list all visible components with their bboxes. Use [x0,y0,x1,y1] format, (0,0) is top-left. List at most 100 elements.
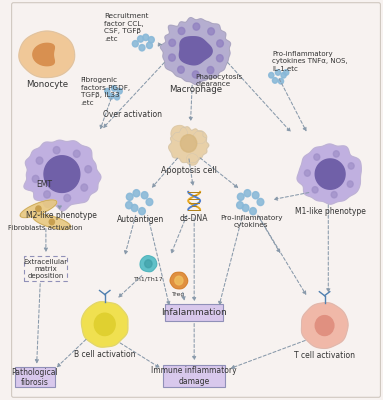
Circle shape [180,135,197,152]
Polygon shape [169,127,209,163]
Circle shape [74,150,80,157]
Circle shape [193,23,200,30]
Circle shape [143,34,149,40]
FancyBboxPatch shape [15,368,55,387]
Text: Fibrogenic
factors PGDF,
TGFβ, IL33
.etc: Fibrogenic factors PGDF, TGFβ, IL33 .etc [80,77,130,106]
Text: Th1/Th17: Th1/Th17 [134,276,163,282]
Text: Apoptosis cell: Apoptosis cell [160,166,216,175]
Circle shape [312,187,318,193]
Polygon shape [24,140,101,211]
Circle shape [333,151,339,157]
Text: ds-DNA: ds-DNA [180,214,208,223]
Text: Infalammation: Infalammation [161,308,227,317]
Circle shape [32,175,39,182]
Circle shape [348,163,354,169]
Text: Immune inflammatory
damage: Immune inflammatory damage [151,366,237,386]
Circle shape [283,70,289,75]
Text: Treg: Treg [172,292,186,298]
Circle shape [146,198,153,206]
Circle shape [237,193,244,200]
Text: EMT: EMT [36,180,52,189]
Circle shape [275,70,281,75]
Text: Extracellular
matrix
deposition: Extracellular matrix deposition [24,258,68,278]
Circle shape [269,72,274,78]
Circle shape [64,194,70,202]
Circle shape [131,204,138,212]
FancyBboxPatch shape [164,365,225,387]
Text: M1-like phenotype: M1-like phenotype [295,207,366,216]
Circle shape [105,88,110,94]
FancyBboxPatch shape [25,256,67,281]
Circle shape [217,40,223,47]
Circle shape [242,204,249,212]
Circle shape [53,146,60,154]
Polygon shape [315,159,345,189]
Circle shape [244,190,251,197]
Polygon shape [179,37,212,65]
Circle shape [126,202,132,209]
Circle shape [272,78,278,83]
Text: Pathological
fibrosis: Pathological fibrosis [12,368,59,387]
Circle shape [250,208,256,215]
Polygon shape [19,31,75,78]
Circle shape [117,88,122,94]
Circle shape [141,192,148,199]
Circle shape [146,42,152,48]
Polygon shape [297,144,361,204]
Text: Phagocytosis
clearance: Phagocytosis clearance [195,74,242,88]
Circle shape [216,55,223,62]
Text: Pro-inflammatory
cytokines TNFα, NOS,
IL-1.etc: Pro-inflammatory cytokines TNFα, NOS, IL… [272,50,348,72]
Circle shape [178,27,185,34]
Polygon shape [170,272,188,289]
Text: Recruitment
factor CCL,
CSF, TGFβ
.etc: Recruitment factor CCL, CSF, TGFβ .etc [104,14,149,42]
Text: Macrophage: Macrophage [169,85,223,94]
Circle shape [178,66,184,73]
Text: B cell activation: B cell activation [74,350,136,359]
Circle shape [137,36,144,42]
Circle shape [278,78,283,84]
Text: M2-like phenotype: M2-like phenotype [26,211,97,220]
Circle shape [347,181,353,187]
Circle shape [237,202,243,209]
Circle shape [139,44,145,51]
Circle shape [175,276,183,285]
Circle shape [36,206,41,212]
Text: Fibroblasts activation: Fibroblasts activation [8,225,82,231]
Circle shape [304,170,310,176]
Circle shape [49,219,54,225]
Polygon shape [301,303,348,348]
Circle shape [331,192,337,198]
Text: Over activation: Over activation [103,110,162,119]
Circle shape [208,28,214,35]
Circle shape [207,66,214,74]
Circle shape [111,86,117,91]
FancyBboxPatch shape [165,304,223,321]
Circle shape [192,71,199,78]
Polygon shape [33,43,54,66]
Circle shape [169,39,175,46]
Text: Pro-inflammatory
cytokines: Pro-inflammatory cytokines [220,215,282,228]
Polygon shape [140,256,157,272]
Text: T cell activation: T cell activation [294,352,355,360]
Circle shape [314,154,320,160]
Polygon shape [82,302,128,347]
Circle shape [145,260,152,268]
Circle shape [252,192,259,199]
Polygon shape [187,154,198,165]
Text: Monocyte: Monocyte [26,80,68,89]
Polygon shape [20,200,57,218]
Circle shape [115,94,119,100]
Circle shape [139,208,146,215]
Circle shape [81,184,88,191]
Circle shape [44,191,51,198]
Polygon shape [160,18,231,84]
Polygon shape [193,131,207,144]
Circle shape [36,157,43,164]
Polygon shape [171,126,187,141]
Circle shape [94,313,115,336]
Polygon shape [44,156,80,192]
Text: Autoantigen: Autoantigen [116,215,164,224]
Circle shape [315,316,334,336]
Circle shape [281,72,286,78]
Circle shape [169,54,175,61]
